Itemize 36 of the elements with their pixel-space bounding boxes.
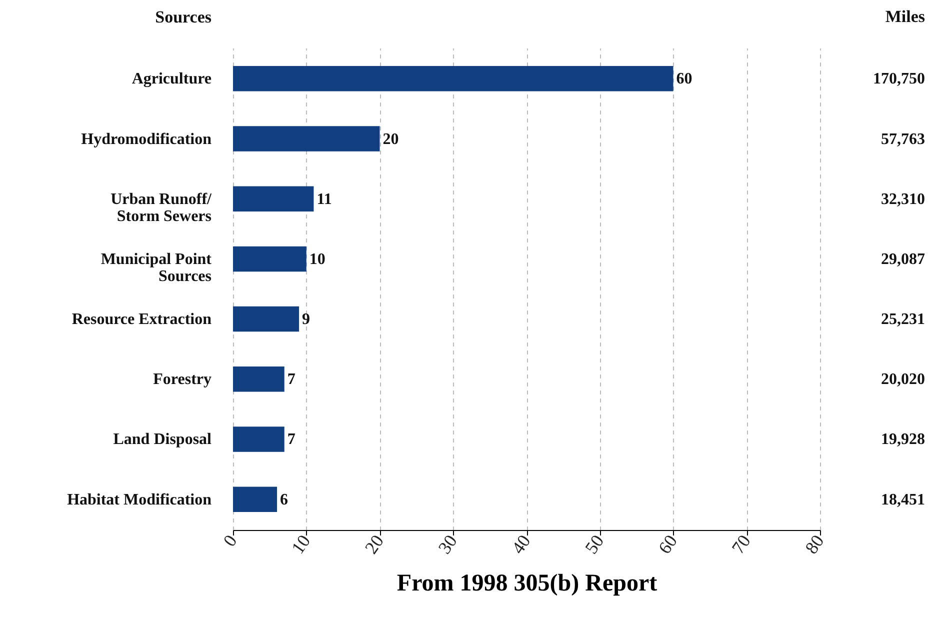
text: 25,231 — [881, 311, 925, 328]
data-label: 20 — [382, 130, 399, 148]
data-label: 7 — [287, 431, 296, 448]
y-tick-label: Hydromodification — [81, 130, 212, 148]
text: 32,310 — [881, 190, 925, 208]
x-tick-label: 20 — [360, 531, 388, 558]
x-tick-label: 80 — [801, 531, 828, 558]
data-label: 11 — [316, 190, 332, 208]
x-tick-label: 50 — [581, 531, 608, 558]
text: 18,451 — [881, 491, 925, 508]
y-tick-label: Municipal Point Sources — [100, 250, 212, 285]
y-tick-label: Forestry — [153, 371, 212, 388]
data-label: 7 — [287, 371, 296, 388]
text: 20,020 — [881, 371, 925, 388]
text: 170,750 — [873, 70, 925, 88]
data-label: 10 — [309, 250, 326, 268]
text: 57,763 — [881, 130, 925, 148]
x-tick-label: 10 — [288, 531, 314, 558]
text: 29,087 — [881, 250, 925, 268]
x-tick-label: 30 — [434, 531, 461, 558]
y-tick-label: Urban Runoff/ Storm Sewers — [110, 190, 212, 225]
x-tick-label: 0 — [219, 531, 241, 550]
y-tick-label: Habitat Modification — [67, 491, 212, 508]
y-tick-label: Resource Extraction — [72, 311, 212, 328]
data-label: 60 — [676, 70, 692, 88]
y-axis-title: Sources — [155, 8, 212, 26]
y-tick-label: Agriculture — [132, 70, 212, 88]
text: 19,928 — [881, 431, 925, 448]
y2-axis-title: Miles — [885, 7, 926, 26]
x-axis-title: From 1998 305(b) Report — [396, 570, 658, 596]
data-label: 9 — [302, 311, 310, 328]
x-tick-label: 60 — [654, 531, 682, 558]
data-label: 6 — [280, 491, 288, 508]
x-tick-label: 70 — [728, 531, 754, 558]
x-tick-label: 40 — [508, 531, 534, 558]
y-tick-label: Land Disposal — [113, 431, 212, 448]
